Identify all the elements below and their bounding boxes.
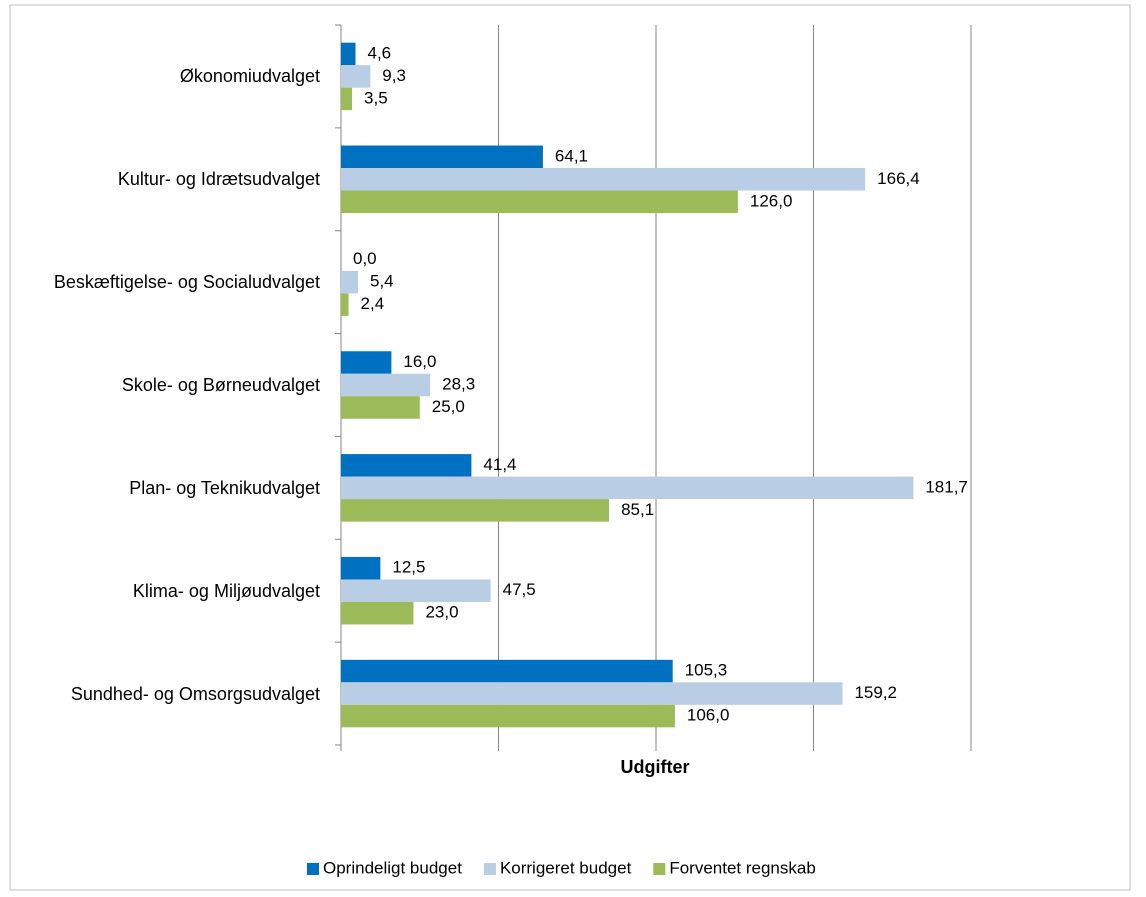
data-label: 28,3 [442,374,475,393]
data-label: 9,3 [382,66,406,85]
bar [341,190,738,214]
legend-label: Oprindeligt budget [323,858,462,877]
data-label: 16,0 [403,352,436,371]
data-label: 12,5 [392,558,425,577]
legend-label: Forventet regnskab [669,858,815,877]
data-label: 2,4 [361,294,385,313]
bar [341,373,431,397]
bar [341,293,349,316]
x-axis-title: Udgifter [621,757,690,777]
bar [341,476,914,500]
data-label: 0,0 [353,249,377,268]
y-tick-label: Økonomiudvalget [179,66,320,87]
legend-label: Korrigeret budget [500,858,632,877]
data-label: 41,4 [483,455,516,474]
data-label: 4,6 [367,43,391,62]
bar [341,42,356,66]
bar [341,65,371,88]
bar [341,704,675,728]
data-label: 159,2 [854,683,897,702]
y-tick-label: Klima- og Miljøudvalget [132,580,320,601]
bar [341,579,491,602]
chart-border [9,4,1131,891]
data-label: 126,0 [750,191,793,210]
bar [341,499,610,522]
data-label: 3,5 [364,88,388,107]
y-tick-label: Skole- og Børneudvalget [121,375,320,395]
bar [341,145,543,169]
legend-swatch [653,863,666,875]
data-label: 25,0 [432,397,465,416]
bar [341,351,392,374]
legend-swatch [483,863,496,875]
bar [341,270,359,294]
data-label: 166,4 [877,169,920,188]
y-tick-label: Kultur- og Idrætsudvalget [117,169,320,190]
bar [341,168,866,191]
data-label: 47,5 [503,580,536,599]
data-label: 181,7 [925,477,968,496]
bar [341,396,420,419]
bar [341,87,353,111]
bar [341,556,381,580]
bar [341,454,472,477]
data-label: 105,3 [685,661,728,680]
data-label: 23,0 [425,603,458,622]
data-label: 106,0 [687,706,730,725]
y-tick-label: Sundhed- og Omsorgsudvalget [70,683,320,704]
bar [341,659,673,683]
bar [341,682,843,705]
data-label: 5,4 [370,272,394,291]
data-label: 85,1 [621,500,654,519]
legend-swatch [307,863,319,875]
y-tick-label: Plan- og Teknikudvalget [129,477,320,498]
data-label: 64,1 [555,146,588,165]
bar [341,601,414,625]
y-tick-label: Beskæftigelse- og Socialudvalget [53,272,320,293]
